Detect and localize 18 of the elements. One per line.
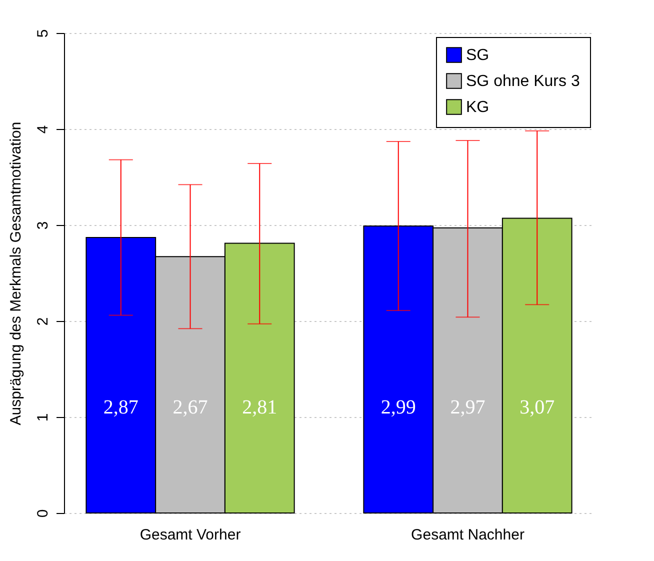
x-tick-label: Gesamt Vorher xyxy=(140,526,241,544)
data-label: 3,07 xyxy=(520,396,555,418)
y-tick-label: 2 xyxy=(34,317,52,326)
data-label: 2,87 xyxy=(103,396,138,418)
data-label: 2,81 xyxy=(242,396,278,418)
y-tick-label: 5 xyxy=(34,29,52,38)
x-tick-label: Gesamt Nachher xyxy=(411,526,524,544)
data-label: 2,97 xyxy=(450,396,486,418)
legend-label: SG xyxy=(466,47,490,64)
legend-label: SG ohne Kurs 3 xyxy=(466,73,580,90)
y-axis-title: Ausprägung des Merkmals Gesamtmotivation xyxy=(8,122,24,426)
y-tick-label: 1 xyxy=(34,413,52,422)
legend-label: KG xyxy=(466,99,490,116)
data-label: 2,67 xyxy=(172,396,208,418)
y-tick-label: 4 xyxy=(34,125,52,134)
y-tick-label: 0 xyxy=(34,509,52,518)
y-tick-label: 3 xyxy=(34,221,52,230)
data-label: 2,99 xyxy=(380,396,416,418)
